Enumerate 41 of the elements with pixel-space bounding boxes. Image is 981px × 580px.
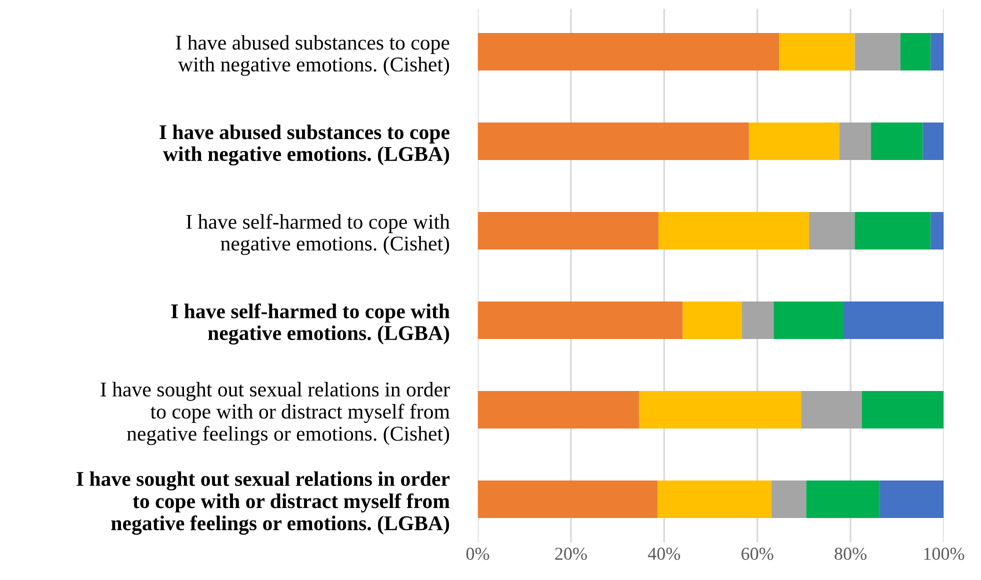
- y-tick-label: I have abused substances to cope with negative emotions. (LGBA): [160, 124, 450, 166]
- x-tick-label: 80%: [834, 548, 866, 560]
- x-tick-label: 100%: [924, 548, 964, 560]
- bar: [900, 32, 931, 71]
- bar: [839, 122, 872, 160]
- bar: [658, 212, 810, 250]
- bar: [771, 480, 806, 518]
- bar: [742, 301, 774, 340]
- bar: [930, 212, 944, 250]
- bar: [862, 390, 944, 429]
- bar: [922, 122, 944, 160]
- bar: [774, 301, 844, 340]
- x-tick-label: 0%: [466, 548, 490, 560]
- bar: [844, 301, 944, 340]
- bar: [478, 212, 659, 250]
- bar: [682, 301, 742, 340]
- bar: [871, 122, 923, 160]
- bar: [806, 480, 880, 518]
- bar: [478, 480, 658, 518]
- bar: [748, 122, 840, 160]
- bar: [478, 390, 639, 429]
- bar: [638, 390, 802, 429]
- y-tick-label: I have self-harmed to cope with negative emotions. (LGBA): [171, 303, 450, 345]
- x-tick-label: 40%: [648, 548, 680, 560]
- bar: [880, 480, 944, 518]
- bar: [854, 32, 900, 71]
- bar: [809, 212, 855, 250]
- y-tick-label: I have sought out sexual relations in order to cope with or distract myself from negative feelings or emotions. (LGBA): [76, 471, 450, 535]
- x-tick-label: 60%: [742, 548, 774, 560]
- bar: [478, 301, 683, 340]
- bar: [779, 32, 855, 71]
- y-tick-label: I have self-harmed to cope with negative emotions. (Cishet): [186, 214, 450, 255]
- bar: [478, 122, 749, 160]
- x-tick-label: 20%: [555, 548, 587, 560]
- y-tick-label: I have abused substances to cope with negative emotions. (Cishet): [176, 35, 450, 76]
- bar: [801, 390, 862, 429]
- bar: [658, 480, 772, 518]
- y-tick-label: I have sought out sexual relations in order to cope with or distract myself from negative feelings or emotions. (Cishet): [100, 382, 450, 446]
- bar: [930, 32, 944, 71]
- bar: [478, 32, 780, 71]
- bar: [854, 212, 931, 250]
